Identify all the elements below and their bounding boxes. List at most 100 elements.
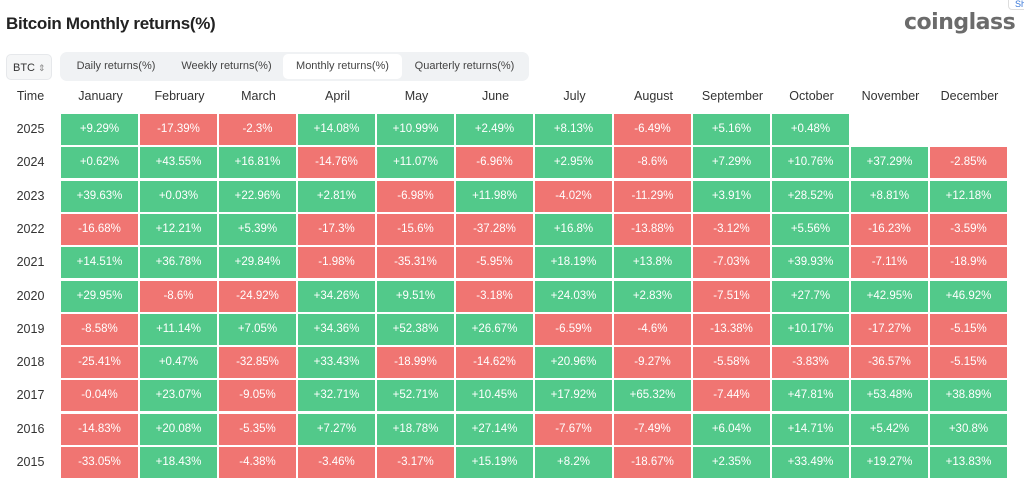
heatmap-cell: +11.07% — [377, 147, 454, 179]
heatmap-cell: +7.27% — [298, 413, 375, 445]
heatmap-cell: -14.76% — [298, 147, 375, 179]
heatmap-cell: -2.3% — [219, 114, 296, 145]
heatmap-cell: -7.67% — [535, 413, 612, 445]
column-header-november: November — [861, 89, 920, 103]
asset-select[interactable]: BTC ⇕ — [6, 54, 52, 80]
row-label-year: 2023 — [16, 188, 45, 203]
heatmap-cell: +16.8% — [535, 213, 612, 245]
heatmap-cell: -37.28% — [456, 213, 533, 245]
page-title: Bitcoin Monthly returns(%) — [6, 14, 216, 33]
tab-weekly-returns[interactable]: Weekly returns(%) — [181, 60, 272, 72]
heatmap-cell: +18.78% — [377, 413, 454, 445]
heatmap-cell: +2.35% — [693, 447, 770, 478]
heatmap-cell: +34.36% — [298, 313, 375, 345]
heatmap-cell: -17.39% — [140, 114, 217, 145]
heatmap-cell: +8.2% — [535, 447, 612, 478]
heatmap-cell: -14.62% — [456, 347, 533, 379]
heatmap-cell: -7.49% — [614, 413, 691, 445]
share-button[interactable]: Share — [1008, 0, 1024, 10]
heatmap-cell: +20.96% — [535, 347, 612, 379]
heatmap-cell: +13.8% — [614, 247, 691, 279]
heatmap-cell: +39.93% — [772, 247, 849, 279]
heatmap-cell: -4.02% — [535, 180, 612, 212]
row-label-year: 2021 — [16, 255, 45, 270]
heatmap-cell: -8.6% — [614, 147, 691, 179]
heatmap-cell: +7.05% — [219, 313, 296, 345]
heatmap-cell: -16.68% — [61, 213, 138, 245]
column-header-december: December — [940, 89, 999, 103]
heatmap-cell: -17.3% — [298, 213, 375, 245]
heatmap-cell: -5.58% — [693, 347, 770, 379]
heatmap-cell: +2.49% — [456, 114, 533, 145]
heatmap-cell: -25.41% — [61, 347, 138, 379]
heatmap-cell: +2.83% — [614, 280, 691, 312]
heatmap-cell: -14.83% — [61, 413, 138, 445]
heatmap-cell: +5.39% — [219, 213, 296, 245]
heatmap-cell: -7.51% — [693, 280, 770, 312]
heatmap-cell: +42.95% — [851, 280, 928, 312]
heatmap-cell: -8.6% — [140, 280, 217, 312]
heatmap-cell: -6.96% — [456, 147, 533, 179]
row-label-year: 2019 — [16, 321, 45, 336]
heatmap-cell: +46.92% — [930, 280, 1007, 312]
heatmap-cell: -4.38% — [219, 447, 296, 478]
tab-monthly-returns[interactable]: Monthly returns(%) — [283, 54, 402, 79]
heatmap-cell: +11.14% — [140, 313, 217, 345]
heatmap-cell: -11.29% — [614, 180, 691, 212]
column-header-april: April — [324, 89, 350, 103]
heatmap-cell: -5.15% — [930, 313, 1007, 345]
heatmap-cell: -32.85% — [219, 347, 296, 379]
heatmap-cell: +10.76% — [772, 147, 849, 179]
heatmap-cell: +12.18% — [930, 180, 1007, 212]
heatmap-cell: -5.95% — [456, 247, 533, 279]
heatmap-cell: -18.99% — [377, 347, 454, 379]
column-header-june: June — [481, 89, 510, 103]
heatmap-cell: +10.45% — [456, 380, 533, 412]
heatmap-cell: +11.98% — [456, 180, 533, 212]
heatmap-cell: +26.67% — [456, 313, 533, 345]
heatmap-cell: -8.58% — [61, 313, 138, 345]
heatmap-cell: +7.29% — [693, 147, 770, 179]
heatmap-cell: +28.52% — [772, 180, 849, 212]
column-header-may: May — [404, 89, 429, 103]
column-header-august: August — [634, 89, 673, 103]
heatmap-cell: +37.29% — [851, 147, 928, 179]
heatmap-cell: +52.38% — [377, 313, 454, 345]
heatmap-cell: +65.32% — [614, 380, 691, 412]
heatmap-cell: -3.12% — [693, 213, 770, 245]
heatmap-cell: -4.6% — [614, 313, 691, 345]
heatmap-cell: +8.13% — [535, 114, 612, 145]
heatmap-cell: +19.27% — [851, 447, 928, 478]
heatmap-cell: +24.03% — [535, 280, 612, 312]
heatmap-cell: -5.15% — [930, 347, 1007, 379]
heatmap-cell: -6.98% — [377, 180, 454, 212]
heatmap-cell: -6.59% — [535, 313, 612, 345]
heatmap-cell: -9.05% — [219, 380, 296, 412]
heatmap-cell: +14.71% — [772, 413, 849, 445]
heatmap-cell: -16.23% — [851, 213, 928, 245]
column-header-january: January — [78, 89, 123, 103]
heatmap-cell: +36.78% — [140, 247, 217, 279]
returns-tabs: Daily returns(%) Weekly returns(%) Month… — [60, 52, 529, 81]
heatmap-cell: +38.89% — [930, 380, 1007, 412]
heatmap-cell: +0.62% — [61, 147, 138, 179]
tab-quarterly-returns[interactable]: Quarterly returns(%) — [414, 60, 515, 72]
heatmap-cell: -9.27% — [614, 347, 691, 379]
row-label-year: 2017 — [16, 388, 45, 403]
heatmap-cell: +0.48% — [772, 114, 849, 145]
heatmap-cell: -6.49% — [614, 114, 691, 145]
heatmap-cell: +14.51% — [61, 247, 138, 279]
heatmap-cell: -3.83% — [772, 347, 849, 379]
heatmap-cell: -15.6% — [377, 213, 454, 245]
heatmap-cell: +52.71% — [377, 380, 454, 412]
column-header-july: July — [563, 89, 586, 103]
row-label-year: 2020 — [16, 288, 45, 303]
heatmap-cell: +5.42% — [851, 413, 928, 445]
tab-daily-returns[interactable]: Daily returns(%) — [76, 60, 156, 72]
heatmap-cell: +22.96% — [219, 180, 296, 212]
heatmap-cell: +8.81% — [851, 180, 928, 212]
heatmap-cell: +18.19% — [535, 247, 612, 279]
heatmap-cell: +17.92% — [535, 380, 612, 412]
heatmap-cell: -17.27% — [851, 313, 928, 345]
row-label-year: 2018 — [16, 355, 45, 370]
